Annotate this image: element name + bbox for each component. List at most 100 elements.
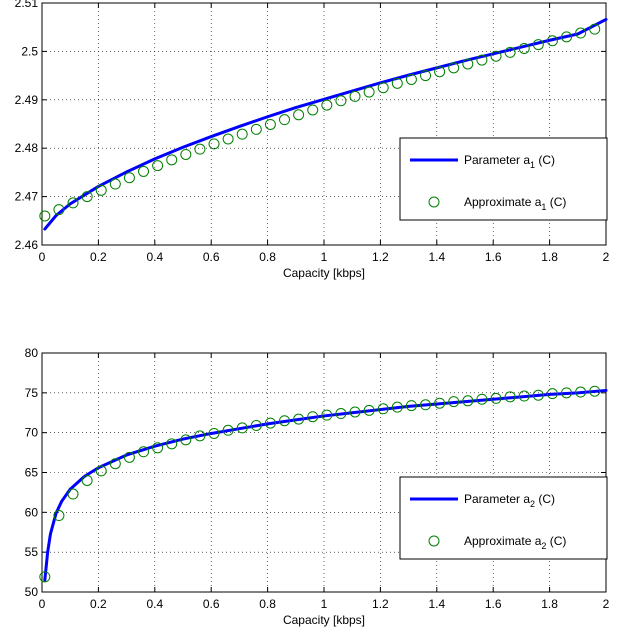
data-point: [561, 31, 573, 43]
legend-label: Approximate a1 (C): [464, 195, 566, 212]
y-tick-label: 70: [25, 426, 39, 440]
data-point: [532, 39, 544, 51]
y-tick-label: 80: [25, 346, 39, 360]
data-point: [420, 70, 432, 82]
data-point: [81, 191, 93, 203]
data-point: [152, 160, 164, 172]
data-point: [462, 58, 474, 70]
data-point: [236, 128, 248, 140]
x-tick-label: 1.2: [372, 597, 389, 611]
data-point: [138, 165, 150, 177]
x-tick-label: 0.2: [90, 597, 107, 611]
data-point: [504, 46, 516, 58]
x-tick-label: 1.4: [428, 250, 445, 264]
legend-marker-swatch: [428, 196, 440, 208]
data-point: [575, 386, 587, 398]
data-point: [589, 23, 601, 35]
legend-marker-swatch: [428, 535, 440, 547]
data-point: [123, 451, 135, 463]
data-point: [462, 395, 474, 407]
x-tick-label: 0.2: [90, 250, 107, 264]
data-point: [67, 488, 79, 500]
data-point: [448, 396, 460, 408]
data-point: [434, 397, 446, 409]
data-point: [180, 434, 192, 446]
data-point: [279, 114, 291, 126]
data-point: [561, 387, 573, 399]
data-point: [222, 424, 234, 436]
x-tick-label: 0: [39, 250, 46, 264]
x-tick-label: 0.4: [146, 597, 163, 611]
x-tick-label: 0.8: [259, 250, 276, 264]
data-point: [363, 404, 375, 416]
data-point: [518, 42, 530, 54]
legend-box: [399, 137, 608, 221]
legend-label: Approximate a2 (C): [464, 534, 566, 551]
data-point: [250, 123, 262, 135]
y-tick-label: 65: [25, 466, 39, 480]
x-tick-label: 1: [321, 250, 328, 264]
data-point: [39, 210, 51, 222]
y-tick-label: 2.49: [15, 93, 39, 107]
data-point: [81, 474, 93, 486]
y-tick-label: 2.5: [21, 44, 38, 58]
data-point: [264, 118, 276, 130]
data-point: [518, 390, 530, 402]
data-point: [194, 143, 206, 155]
data-point: [532, 389, 544, 401]
data-point: [575, 27, 587, 39]
data-point: [208, 427, 220, 439]
data-point: [546, 35, 558, 47]
x-tick-label: 1.4: [428, 597, 445, 611]
data-point: [490, 50, 502, 62]
x-tick-label: 1.8: [541, 597, 558, 611]
data-point: [264, 417, 276, 429]
y-tick-label: 60: [25, 505, 39, 519]
data-point: [321, 99, 333, 111]
data-point: [349, 406, 361, 418]
data-point: [321, 409, 333, 421]
data-point: [95, 465, 107, 477]
x-tick-label: 1.6: [485, 597, 502, 611]
data-point: [434, 66, 446, 78]
data-point: [546, 388, 558, 400]
data-point: [335, 95, 347, 107]
series-line: [43, 17, 608, 231]
data-point: [236, 422, 248, 434]
y-tick-label: 75: [25, 386, 39, 400]
data-point: [589, 385, 601, 397]
data-point: [222, 133, 234, 145]
data-point: [138, 446, 150, 458]
data-point: [391, 77, 403, 89]
data-point: [405, 400, 417, 412]
data-point: [476, 393, 488, 405]
data-point: [166, 154, 178, 166]
data-point: [180, 148, 192, 160]
data-point: [405, 73, 417, 85]
data-point: [335, 408, 347, 420]
data-point: [166, 438, 178, 450]
data-point: [109, 178, 121, 190]
data-point: [39, 571, 51, 583]
data-point: [490, 392, 502, 404]
data-point: [109, 458, 121, 470]
plot-a1: 0 0.2 0.4 0.6 0.8 1 1.2 1.4 1.6 1.8 2 2.46 2.47 2.48 2…: [15, 0, 610, 280]
y-tick-label: 2.51: [15, 0, 39, 10]
data-point: [293, 413, 305, 425]
data-point: [307, 411, 319, 423]
x-tick-label: 2: [603, 250, 610, 264]
x-tick-label: 0.4: [146, 250, 163, 264]
x-tick-label: 0: [39, 597, 46, 611]
data-point: [53, 204, 65, 216]
data-point: [123, 172, 135, 184]
data-point: [152, 442, 164, 454]
plot-a2: 0 0.2 0.4 0.6 0.8 1 1.2 1.4 1.6 1.8 2 50 55 60 65 70 75 8…: [25, 346, 610, 627]
x-tick-label: 0.6: [203, 597, 220, 611]
data-point: [293, 109, 305, 121]
legend-label: Parameter a2 (C): [464, 492, 555, 509]
x-axis-label: Capacity [kbps]: [283, 613, 365, 627]
x-tick-label: 1.8: [541, 250, 558, 264]
data-point: [250, 419, 262, 431]
y-tick-label: 50: [25, 585, 39, 599]
